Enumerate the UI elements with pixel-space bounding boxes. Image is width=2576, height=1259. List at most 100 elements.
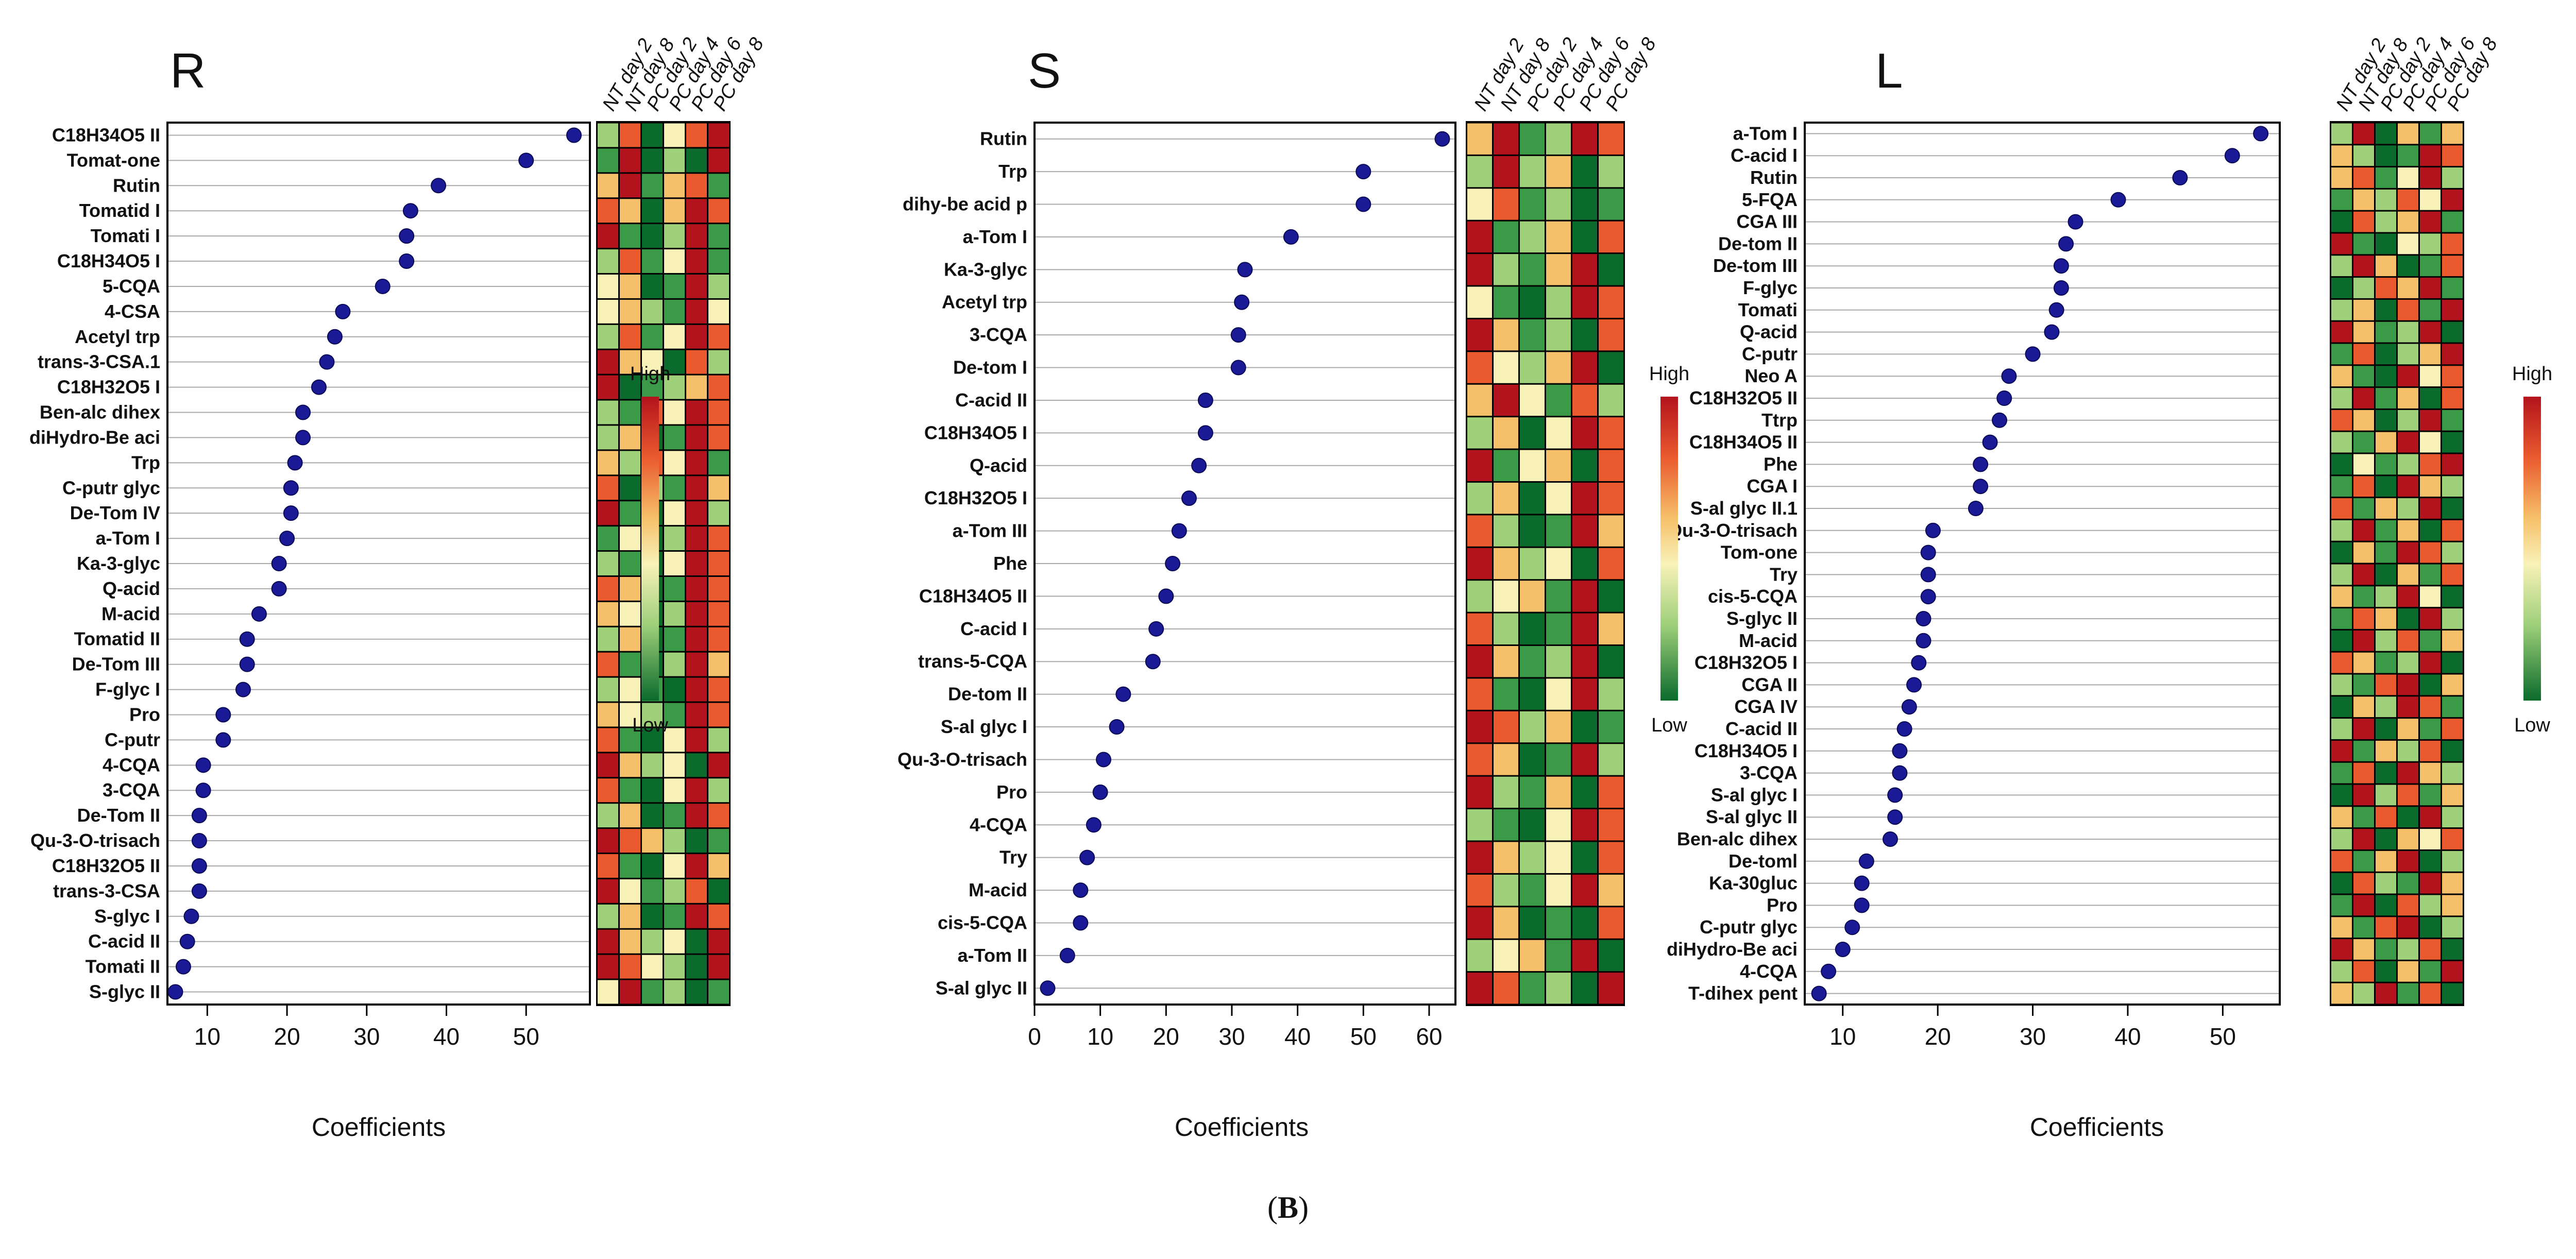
heatmap-cell <box>1546 874 1571 906</box>
heatmap-cell <box>2331 542 2352 563</box>
heatmap-cell <box>2420 189 2441 210</box>
coefficient-point <box>167 984 183 1000</box>
heatmap-cell <box>2420 145 2441 166</box>
heatmap-cell <box>2442 719 2463 739</box>
heatmap-cell <box>642 375 663 399</box>
heatmap-cell <box>1546 123 1571 155</box>
heatmap-cell <box>642 299 663 324</box>
heatmap-cell <box>2442 939 2463 960</box>
heatmap-cell <box>2442 785 2463 806</box>
heatmap-cell <box>2331 476 2352 497</box>
metabolite-label: a-Tom I <box>963 226 1027 247</box>
heatmap-cell <box>2331 211 2352 232</box>
heatmap-cell <box>1572 286 1597 318</box>
heatmap-cell <box>2376 256 2396 277</box>
coefficient-point <box>287 455 303 471</box>
heatmap-cell <box>2442 388 2463 409</box>
heatmap-cell <box>1572 417 1597 449</box>
heatmap-cell <box>708 174 729 198</box>
metabolite-label: CGA III <box>1736 211 1798 232</box>
heatmap-cell <box>1572 384 1597 416</box>
heatmap-cell <box>2353 586 2374 607</box>
heatmap-cell <box>2420 873 2441 894</box>
heatmap-cell <box>2353 961 2374 982</box>
x-tick-label: 50 <box>513 1023 539 1050</box>
heatmap-cell <box>1599 711 1623 743</box>
heatmap-cell <box>1572 319 1597 351</box>
coefficient-point <box>195 782 211 798</box>
heatmap-cell <box>1494 515 1518 547</box>
heatmap-cell <box>2420 233 2441 254</box>
coefficient-point <box>2172 170 2188 185</box>
metabolite-label: C-putr <box>1742 343 1798 364</box>
heatmap-cell <box>2376 123 2396 144</box>
heatmap-cell <box>2420 520 2441 541</box>
heatmap-cell <box>642 829 663 853</box>
coefficient-point <box>1920 567 1936 583</box>
coefficient-point <box>1968 501 1984 516</box>
metabolite-label: Tomati II <box>86 956 160 977</box>
heatmap-cell <box>2398 321 2418 343</box>
heatmap-cell <box>2420 410 2441 431</box>
heatmap-cell <box>2442 233 2463 254</box>
coefficient-point <box>295 404 311 420</box>
heatmap-cell <box>2442 432 2463 453</box>
heatmap-cell <box>642 350 663 374</box>
heatmap-cell <box>2376 652 2396 673</box>
legend-color-bar <box>641 397 659 701</box>
heatmap-cell <box>620 576 640 601</box>
heatmap-cell <box>2442 917 2463 938</box>
x-tick-label: 10 <box>1829 1023 1856 1050</box>
heatmap-cell <box>2398 256 2418 277</box>
heatmap-cell <box>708 526 729 551</box>
panel-letter: R <box>170 43 206 98</box>
metabolite-label: CGA II <box>1741 674 1798 695</box>
heatmap-cell <box>1494 352 1518 383</box>
heatmap-cell <box>1467 678 1492 710</box>
heatmap-cell <box>686 199 707 223</box>
heatmap-cell <box>2442 983 2463 1004</box>
heatmap-cell <box>2398 189 2418 210</box>
coefficient-point <box>295 430 311 446</box>
coefficient-point <box>1916 611 1931 626</box>
coefficient-point <box>1197 425 1213 441</box>
metabolite-label: Tomatid I <box>79 200 160 221</box>
heatmap-cell <box>2353 807 2374 828</box>
heatmap-cell <box>2442 278 2463 298</box>
heatmap-cell <box>2420 321 2441 343</box>
metabolite-label: C-acid II <box>955 389 1027 411</box>
heatmap-cell <box>2398 123 2418 144</box>
heatmap-cell <box>708 224 729 248</box>
heatmap-cell <box>2353 366 2374 387</box>
heatmap-cell <box>1520 221 1545 253</box>
heatmap-cell <box>2353 630 2374 651</box>
heatmap-cell <box>686 148 707 173</box>
heatmap-cell <box>2331 233 2352 254</box>
coefficient-point <box>1992 412 2008 428</box>
metabolite-label: CGA IV <box>1734 696 1798 717</box>
heatmap-cell <box>686 249 707 273</box>
heatmap-cell <box>598 451 618 475</box>
coefficient-point <box>191 858 207 874</box>
heatmap-cell <box>620 350 640 374</box>
heatmap-cell <box>598 728 618 752</box>
heatmap-cell <box>708 778 729 803</box>
heatmap-cell <box>1572 450 1597 481</box>
heatmap-cell <box>2442 211 2463 232</box>
metabolite-label: diHydro-Be aci <box>1667 939 1798 960</box>
coefficient-point <box>283 505 299 521</box>
heatmap-cell <box>1494 973 1518 1004</box>
heatmap-cell <box>2376 696 2396 718</box>
heatmap-cell <box>1494 319 1518 351</box>
coefficient-point <box>239 656 255 672</box>
heatmap-cell <box>2420 167 2441 188</box>
heatmap-cell <box>1546 581 1571 612</box>
heatmap-cell <box>2353 939 2374 960</box>
metabolite-label: dihy-be acid p <box>903 194 1027 215</box>
heatmap-cell <box>2331 432 2352 453</box>
coefficient-point <box>195 757 211 773</box>
heatmap-cell <box>1494 907 1518 939</box>
heatmap-cell <box>620 879 640 903</box>
coefficient-point <box>1230 327 1246 343</box>
heatmap-cell <box>1599 678 1623 710</box>
